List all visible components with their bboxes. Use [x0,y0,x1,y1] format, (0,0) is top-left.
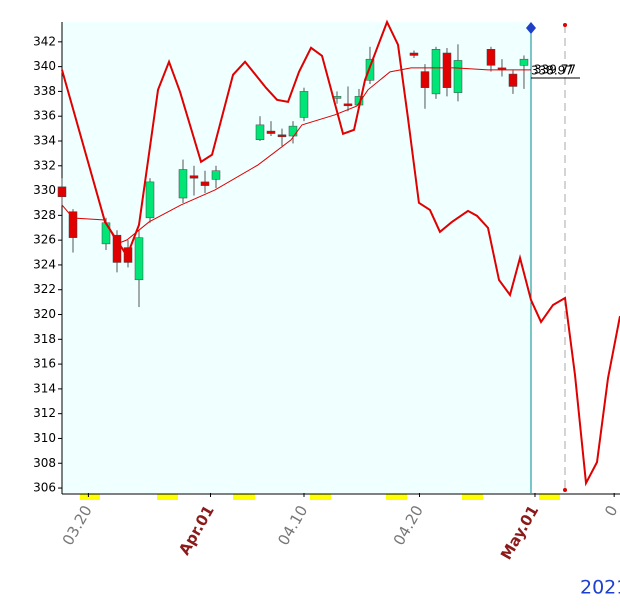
candle-body [299,91,309,118]
candle-body [420,71,430,88]
x-tick-label: 04.20 [390,502,427,548]
candle-body [277,134,287,138]
candle-body [189,175,199,179]
y-tick-label: 334 [33,133,56,147]
year-label: 2021 [580,577,620,599]
candle-body [134,237,144,281]
candle-body [365,58,375,81]
y-tick-label: 318 [33,332,56,346]
candle-body [453,60,463,93]
x-tick-label: May.01 [497,502,542,563]
x-tick-label: Apr.01 [175,502,218,558]
y-tick-label: 330 [33,183,56,197]
y-tick-label: 312 [33,406,56,420]
candle-body [178,169,188,199]
line-series [61,19,620,487]
candle-body [145,181,155,219]
marker [563,23,567,27]
y-tick-label: 340 [33,59,56,73]
x-tick-label: 04.10 [274,502,311,548]
candle-body [288,125,298,137]
y-tick-label: 338 [33,84,56,98]
y-tick-label: 310 [33,431,56,445]
y-tick-label: 328 [33,208,56,222]
week-marks [80,494,560,500]
candle-body [68,211,78,238]
y-tick-label: 306 [33,481,56,495]
marker [563,488,567,492]
y-tick-label: 320 [33,307,56,321]
y-tick-label: 324 [33,257,56,271]
y-tick-label: 326 [33,233,56,247]
x-tick-label: 0 [601,502,620,519]
candle-body [486,49,496,66]
annotation: 339.77 [534,63,576,77]
y-tick-label: 342 [33,34,56,48]
candle-body [266,130,276,134]
candle-body [255,124,265,140]
annotation: 338.97 [531,64,573,78]
marker [526,22,536,34]
candle-body [409,52,419,56]
candle-body [519,58,529,66]
x-tick-label: 03.20 [59,502,96,548]
y-tick-label: 332 [33,158,56,172]
candle-body [200,181,210,186]
candle-body [211,170,221,180]
y-tick-label: 316 [33,357,56,371]
candle-body [343,103,353,107]
line-series [61,67,532,245]
candle-body [508,73,518,87]
y-tick-label: 336 [33,109,56,123]
y-tick-label: 322 [33,282,56,296]
y-tick-label: 308 [33,456,56,470]
candle-body [112,234,122,263]
candle-body [442,52,452,88]
candle-body [431,49,441,95]
y-tick-label: 314 [33,381,56,395]
candle-body [57,186,67,198]
